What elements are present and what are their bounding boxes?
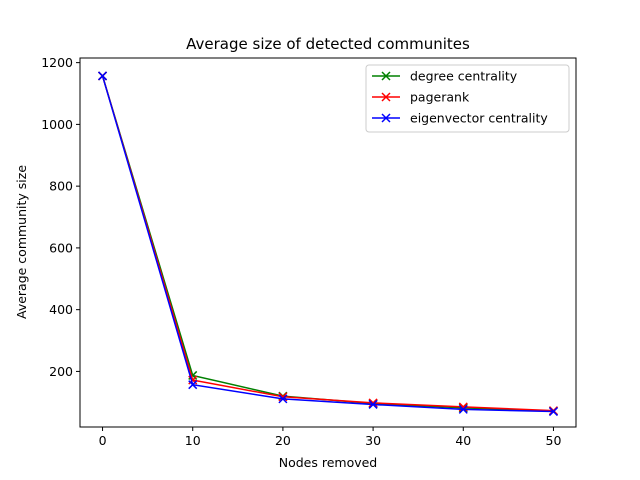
series-line xyxy=(101,75,554,413)
legend-item: pagerank xyxy=(372,90,470,105)
y-tick-label: 800 xyxy=(49,179,73,194)
series-3 xyxy=(98,71,558,417)
x-tick-label: 0 xyxy=(99,433,107,448)
data-point-marker xyxy=(188,380,198,390)
y-tick-label: 1200 xyxy=(41,55,73,70)
x-tick-label: 30 xyxy=(365,433,381,448)
legend-item: degree centrality xyxy=(372,69,518,84)
plot-area xyxy=(79,57,577,428)
y-tick-label: 200 xyxy=(49,364,73,379)
x-tick-label: 10 xyxy=(185,433,201,448)
data-point-marker xyxy=(368,398,378,408)
legend: degree centrality pagerank eigenvector cen… xyxy=(365,64,570,133)
legend-box xyxy=(365,64,570,133)
y-axis-label: Average community size xyxy=(14,165,29,319)
y-tick-label: 1000 xyxy=(41,117,73,132)
legend-marker xyxy=(381,92,391,102)
x-axis: 0 10 20 30 40 50 xyxy=(99,427,562,448)
legend-label: pagerank xyxy=(410,90,470,105)
x-tick-label: 50 xyxy=(546,433,562,448)
legend-label: eigenvector centrality xyxy=(410,111,548,126)
legend-marker xyxy=(381,71,391,81)
x-tick-label: 20 xyxy=(275,433,291,448)
y-tick-label: 400 xyxy=(49,302,73,317)
legend-marker xyxy=(381,113,391,123)
series-layer xyxy=(98,71,558,417)
y-axis: 200 400 600 800 1000 1200 xyxy=(41,55,80,379)
data-point-marker xyxy=(548,407,558,417)
chart-title: Average size of detected communites xyxy=(186,35,470,53)
legend-label: degree centrality xyxy=(410,69,518,84)
x-tick-label: 40 xyxy=(455,433,471,448)
data-point-marker xyxy=(278,394,288,404)
series-line xyxy=(101,75,554,412)
data-point-marker xyxy=(368,399,378,409)
data-point-marker xyxy=(98,71,108,81)
legend-item: eigenvector centrality xyxy=(372,111,548,126)
x-axis-label: Nodes removed xyxy=(279,455,378,470)
data-point-marker xyxy=(458,404,468,414)
y-tick-label: 600 xyxy=(49,240,73,255)
